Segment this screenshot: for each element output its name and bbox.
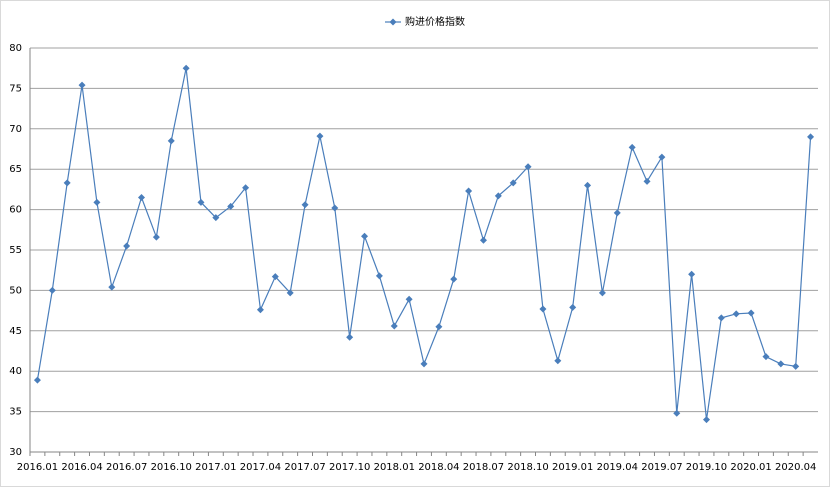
y-tick-label: 35 xyxy=(9,407,22,418)
point xyxy=(747,309,755,317)
point xyxy=(450,275,458,283)
x-tick-label: 2020.04 xyxy=(775,462,816,473)
point xyxy=(584,181,592,189)
point xyxy=(465,187,473,195)
point xyxy=(613,209,621,217)
point xyxy=(152,233,160,241)
point xyxy=(227,202,235,210)
point xyxy=(390,322,398,330)
point xyxy=(598,289,606,297)
x-tick-label: 2016.10 xyxy=(151,462,192,473)
point xyxy=(762,353,770,361)
point xyxy=(777,360,785,368)
point xyxy=(271,273,279,281)
point xyxy=(78,81,86,89)
y-tick-label: 40 xyxy=(9,366,22,377)
point xyxy=(256,306,264,314)
point xyxy=(524,163,532,171)
x-tick-label: 2018.10 xyxy=(507,462,548,473)
y-tick-label: 80 xyxy=(9,43,22,54)
y-tick-label: 70 xyxy=(9,124,22,135)
x-tick-label: 2019.10 xyxy=(686,462,727,473)
x-tick-label: 2016.04 xyxy=(61,462,102,473)
point xyxy=(494,192,502,200)
x-tick-label: 2020.01 xyxy=(730,462,771,473)
legend-marker xyxy=(389,18,397,26)
point xyxy=(539,305,547,313)
point xyxy=(435,323,443,331)
point xyxy=(643,177,651,185)
y-tick-label: 45 xyxy=(9,326,22,337)
point xyxy=(167,137,175,145)
point xyxy=(108,283,116,291)
point xyxy=(420,360,428,368)
point xyxy=(242,184,250,192)
y-tick-label: 30 xyxy=(9,447,22,458)
point xyxy=(48,286,56,294)
x-tick-label: 2018.04 xyxy=(418,462,459,473)
x-tick-label: 2018.01 xyxy=(374,462,415,473)
point xyxy=(807,133,815,141)
y-tick-label: 50 xyxy=(9,285,22,296)
point xyxy=(702,416,710,424)
x-tick-label: 2019.07 xyxy=(641,462,682,473)
point xyxy=(792,362,800,370)
point xyxy=(673,409,681,417)
point xyxy=(554,357,562,365)
point xyxy=(123,242,131,250)
y-tick-label: 75 xyxy=(9,83,22,94)
y-tick-label: 65 xyxy=(9,164,22,175)
point xyxy=(628,143,636,151)
point xyxy=(138,193,146,201)
x-tick-label: 2016.01 xyxy=(17,462,58,473)
x-tick-label: 2019.01 xyxy=(552,462,593,473)
point xyxy=(331,204,339,212)
point xyxy=(182,64,190,72)
point xyxy=(509,179,517,187)
point xyxy=(688,270,696,278)
point xyxy=(212,214,220,222)
point xyxy=(286,289,294,297)
legend-label: 购进价格指数 xyxy=(405,15,465,28)
x-tick-label: 2016.07 xyxy=(106,462,147,473)
y-tick-label: 55 xyxy=(9,245,22,256)
x-tick-label: 2017.01 xyxy=(195,462,236,473)
point xyxy=(346,333,354,341)
point xyxy=(33,376,41,384)
point xyxy=(361,232,369,240)
point xyxy=(658,153,666,161)
x-tick-label: 2017.04 xyxy=(240,462,281,473)
x-tick-label: 2018.07 xyxy=(463,462,504,473)
y-tick-label: 60 xyxy=(9,205,22,216)
point xyxy=(197,198,205,206)
point xyxy=(405,295,413,303)
point xyxy=(316,132,324,140)
x-tick-label: 2017.10 xyxy=(329,462,370,473)
point xyxy=(301,201,309,209)
x-tick-label: 2017.07 xyxy=(284,462,325,473)
point xyxy=(732,310,740,318)
point xyxy=(717,314,725,322)
point xyxy=(569,303,577,311)
x-tick-label: 2019.04 xyxy=(597,462,638,473)
point xyxy=(375,272,383,280)
point xyxy=(93,198,101,206)
point xyxy=(479,236,487,244)
point xyxy=(63,179,71,187)
